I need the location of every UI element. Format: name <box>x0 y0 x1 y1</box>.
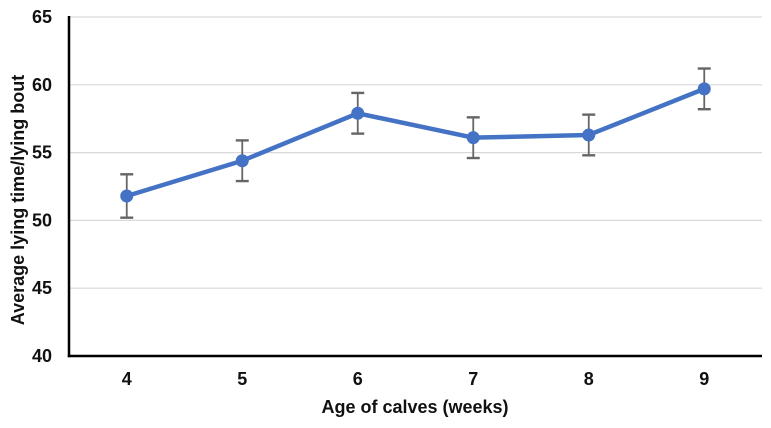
data-point-marker <box>466 131 480 145</box>
data-point-marker <box>351 106 365 120</box>
x-tick-label: 9 <box>699 369 709 389</box>
x-tick-label: 4 <box>122 369 132 389</box>
x-tick-label: 8 <box>584 369 594 389</box>
x-axis-title: Age of calves (weeks) <box>321 397 508 417</box>
y-tick-label: 45 <box>32 278 52 298</box>
data-line <box>124 86 707 199</box>
data-point-marker <box>120 189 134 203</box>
data-point-marker <box>697 82 711 96</box>
y-tick-label: 40 <box>32 346 52 366</box>
y-axis-title: Average lying time/lying bout <box>8 75 28 325</box>
y-tick-label: 65 <box>32 7 52 27</box>
data-point-marker <box>235 154 249 168</box>
y-tick-label: 60 <box>32 75 52 95</box>
x-tick-label: 6 <box>353 369 363 389</box>
x-tick-label: 5 <box>237 369 247 389</box>
y-tick-label: 50 <box>32 210 52 230</box>
x-tick-label: 7 <box>468 369 478 389</box>
y-tick-label: 55 <box>32 143 52 163</box>
data-point-marker <box>582 128 596 142</box>
